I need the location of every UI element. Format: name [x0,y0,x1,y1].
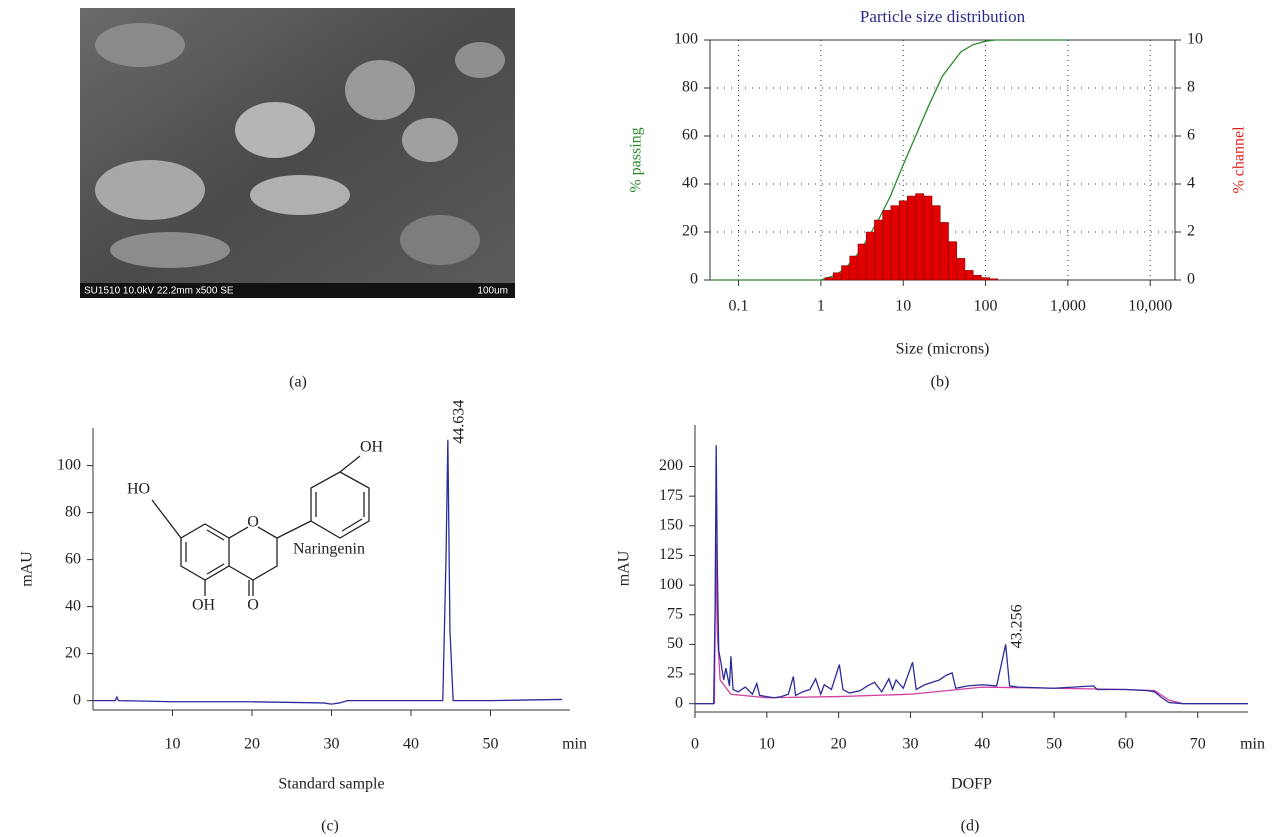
x-tick-label: 0.1 [729,298,749,315]
y-tick-label: 60 [682,127,698,144]
y-tick-label: 20 [682,223,698,240]
peak-annotation: 43.256 [1008,604,1025,648]
figure: SU1510 10.0kV 22.2mm x500 SE 100um (a) H… [0,0,1276,837]
histogram-bar [874,220,882,280]
y-axis-label: mAU [19,551,36,587]
histogram-bar [866,232,874,280]
histogram-bar [990,279,998,280]
y-tick-label: 20 [65,644,81,661]
histogram-bar [907,196,915,280]
sem-image: SU1510 10.0kV 22.2mm x500 SE 100um [80,8,515,298]
x-tick-label: 20 [831,736,847,753]
histogram-bar [932,206,940,280]
atom-label: OH [192,597,216,614]
caption: (c) [321,818,339,835]
histogram-bar [833,273,841,280]
y-tick-label: 40 [682,175,698,192]
x-tick-label: 20 [244,736,260,753]
atom-label: HO [127,481,150,498]
histogram-bar [899,201,907,280]
y-tick-label: 40 [65,597,81,614]
y-tick-label: 0 [73,691,81,708]
x-tick-label: 10 [895,298,911,315]
compound-name: Naringenin [293,541,365,558]
x-tick-label: 1,000 [1050,298,1086,315]
x-tick-label: 40 [403,736,419,753]
y-tick-label: 175 [659,487,683,504]
x-unit-label: min [562,736,587,753]
y-tick-label: 80 [65,503,81,520]
y2-axis-label: % channel [1231,126,1248,194]
caption: (a) [289,374,307,391]
y2-tick-label: 2 [1187,223,1195,240]
y2-tick-label: 0 [1187,271,1195,288]
histogram-bar [842,266,850,280]
histogram-bar [973,275,981,280]
y-tick-label: 25 [667,665,683,682]
y-tick-label: 100 [57,456,81,473]
y-axis-label: mAU [616,550,633,586]
histogram-bar [891,206,899,280]
caption: (d) [961,818,980,835]
histogram-bar [981,278,989,280]
histogram-bar [883,210,891,280]
x-unit-label: min [1240,736,1265,753]
y-tick-label: 60 [65,550,81,567]
x-axis-label: Size (microns) [896,341,990,358]
x-tick-label: 1 [817,298,825,315]
naringenin-structure [152,456,369,596]
x-tick-label: 50 [1046,736,1062,753]
y-tick-label: 50 [667,635,683,652]
y-tick-label: 80 [682,79,698,96]
x-tick-label: 40 [974,736,990,753]
x-axis-label: Standard sample [278,776,384,793]
chart-title: Particle size distribution [860,7,1026,26]
y2-tick-label: 8 [1187,79,1195,96]
x-tick-label: 0 [691,736,699,753]
y2-tick-label: 6 [1187,127,1195,144]
histogram-bar [924,196,932,280]
x-tick-label: 10 [165,736,181,753]
y-tick-label: 125 [659,546,683,563]
x-tick-label: 50 [483,736,499,753]
structure-labels: HO OH OH O O Naringenin [127,439,384,614]
y-tick-label: 100 [674,31,698,48]
image-info: SU1510 10.0kV 22.2mm x500 SE [84,286,234,297]
x-tick-label: 100 [974,298,998,315]
data-line [714,544,1183,704]
y-tick-label: 0 [675,694,683,711]
histogram-bar [858,244,866,280]
x-tick-label: 70 [1190,736,1206,753]
x-tick-label: 60 [1118,736,1134,753]
histogram-bar [825,278,833,280]
scale-label: 100um [477,286,508,297]
y-tick-label: 200 [659,457,683,474]
atom-label: OH [360,439,384,456]
histogram-bar [940,222,948,280]
y-axis-label: % passing [628,127,645,192]
x-axis-label: DOFP [951,776,992,793]
data-line [695,445,1248,704]
histogram-bar [850,256,858,280]
y-tick-label: 75 [667,605,683,622]
histogram-bar [965,270,973,280]
histogram-bar [957,258,965,280]
peak-annotation: 44.634 [451,400,468,444]
x-tick-label: 10 [759,736,775,753]
caption: (b) [931,374,950,391]
y-tick-label: 150 [659,516,683,533]
atom-label: O [247,597,259,614]
x-tick-label: 30 [902,736,918,753]
y-tick-label: 100 [659,576,683,593]
x-tick-label: 10,000 [1128,298,1172,315]
y-tick-label: 0 [690,271,698,288]
histogram-bar [916,194,924,280]
x-tick-label: 30 [324,736,340,753]
atom-label: O [247,514,259,531]
y2-tick-label: 10 [1187,31,1203,48]
y2-tick-label: 4 [1187,175,1195,192]
histogram-bar [949,242,957,280]
